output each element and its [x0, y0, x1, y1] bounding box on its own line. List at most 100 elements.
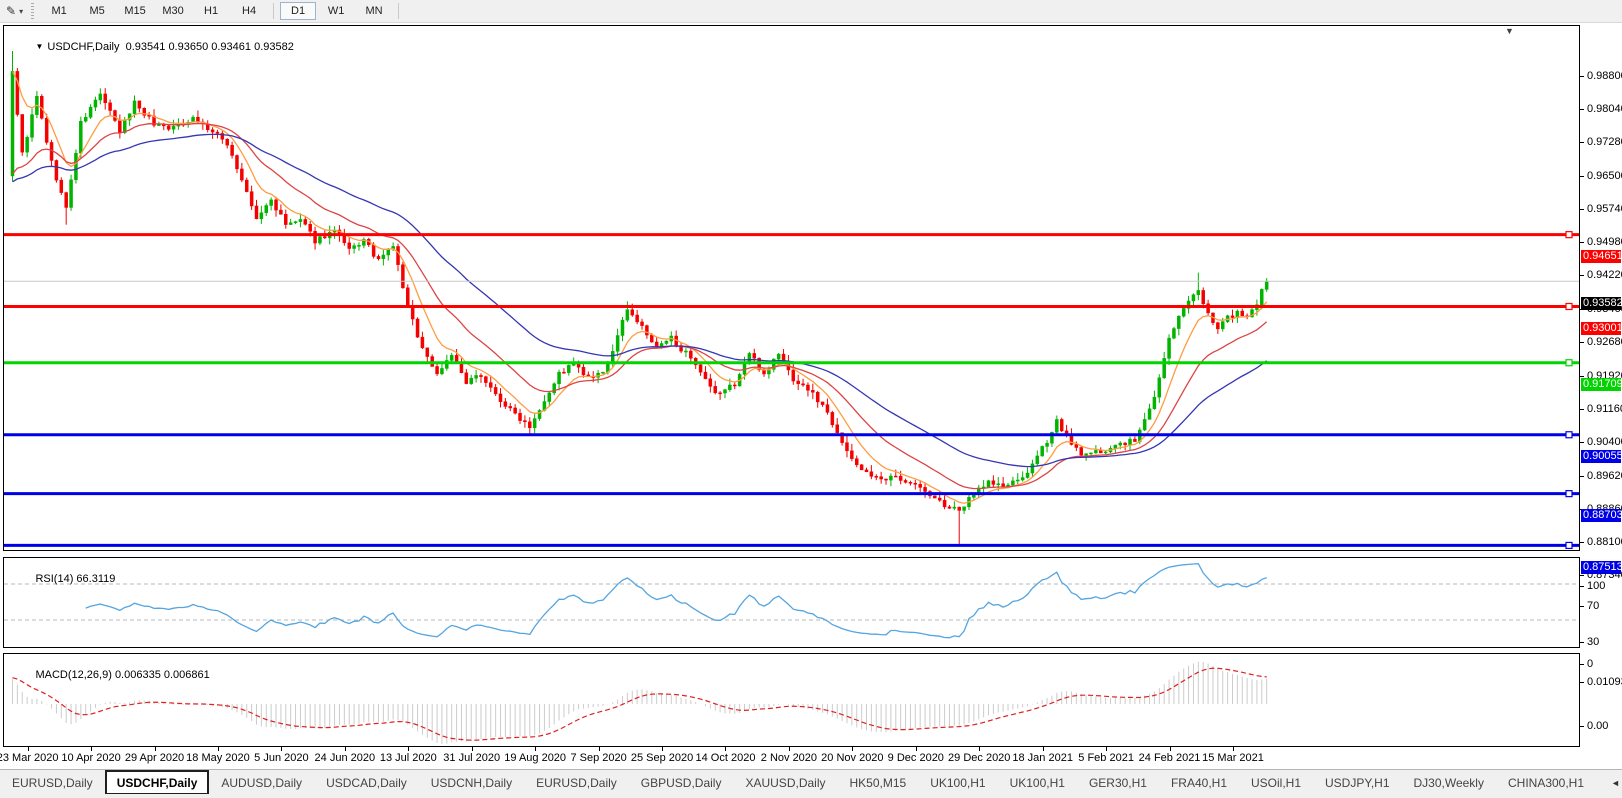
symbol-tab-eurusd-daily[interactable]: EURUSD,Daily — [536, 775, 617, 790]
date-label: 7 Sep 2020 — [570, 752, 627, 764]
cursor-tool-button[interactable]: ✎ ▾ — [0, 4, 27, 18]
rsi-tick — [1580, 586, 1584, 587]
date-tick — [979, 747, 981, 751]
date-label: 29 Dec 2020 — [948, 752, 1011, 764]
symbol-tab-gbpusd-daily[interactable]: GBPUSD,Daily — [640, 775, 722, 790]
rsi-chart[interactable] — [4, 558, 1579, 647]
macd-values: 0.006335 0.006861 — [114, 669, 210, 681]
date-tick — [1042, 747, 1044, 751]
tab-scroll-controls: ◄► — [1606, 770, 1622, 795]
symbol-tab-hk50-m15[interactable]: HK50,M15 — [849, 775, 907, 790]
rsi-name: RSI(14) — [35, 573, 74, 585]
date-tick — [281, 747, 283, 751]
rsi-tick — [1580, 606, 1584, 607]
date-tick — [662, 747, 664, 751]
level-price-badge: 0.91709 — [1581, 378, 1622, 392]
level-price-badge: 0.94651 — [1581, 250, 1622, 264]
date-label: 18 May 2020 — [186, 752, 250, 764]
date-label: 14 Oct 2020 — [695, 752, 756, 764]
timeframe-button-h1[interactable]: H1 — [204, 5, 219, 17]
chart-tab-bar: EURUSD,Daily USDCHF,Daily AUDUSD,Daily USDC… — [0, 769, 1622, 795]
timeframe-button-m1[interactable]: M1 — [51, 5, 67, 17]
macd-tick — [1580, 682, 1584, 683]
toolbar-separator — [398, 3, 400, 19]
date-tick — [535, 747, 537, 751]
candlestick-chart[interactable] — [4, 26, 1579, 550]
timeframe-button-m15[interactable]: M15 — [124, 5, 146, 17]
collapse-triangle-icon[interactable]: ▼ — [35, 42, 44, 51]
timeframe-button-mn[interactable]: MN — [365, 5, 383, 17]
rsi-scale-label: 100 — [1587, 580, 1606, 592]
macd-chart[interactable] — [4, 654, 1579, 746]
date-tick — [91, 747, 93, 751]
macd-indicator-panel[interactable]: MACD(12,26,9) 0.006335 0.006861 — [3, 653, 1580, 747]
symbol-tab-dj30-weekly[interactable]: DJ30,Weekly — [1413, 775, 1484, 790]
price-tick — [1580, 275, 1584, 277]
symbol-tab-usdcad-daily[interactable]: USDCAD,Daily — [326, 775, 407, 790]
rsi-label: RSI(14) 66.3119 — [11, 561, 115, 597]
date-tick — [344, 747, 346, 751]
price-tick — [1580, 574, 1584, 576]
bottom-strip — [0, 794, 1622, 798]
symbol-tab-fra40-h1[interactable]: FRA40,H1 — [1170, 775, 1227, 790]
toolbar-grip-handle[interactable] — [31, 3, 35, 19]
date-label: 10 Apr 2020 — [61, 752, 121, 764]
date-axis[interactable]: 23 Mar 2020 10 Apr 2020 29 Apr 2020 18 May … — [0, 747, 1622, 769]
symbol-tab-audusd-daily[interactable]: AUDUSD,Daily — [221, 775, 303, 790]
timeframe-button-d1[interactable]: D1 — [280, 2, 317, 20]
date-tick — [154, 747, 156, 751]
symbol-tab-xauusd-daily[interactable]: XAUUSD,Daily — [745, 775, 826, 790]
level-price-badge: 0.93001 — [1581, 321, 1622, 335]
symbol-tab-china300-h1[interactable]: CHINA300,H1 — [1507, 775, 1585, 790]
date-tick — [27, 747, 29, 751]
price-tick — [1580, 109, 1584, 111]
chart-title: ▼ USDCHF,Daily 0.93541 0.93650 0.93461 0.… — [11, 29, 294, 65]
price-tick — [1580, 76, 1584, 77]
price-tick — [1580, 541, 1584, 543]
rsi-tick — [1580, 664, 1584, 665]
macd-name: MACD(12,26,9) — [35, 669, 112, 681]
date-label: 25 Sep 2020 — [630, 752, 694, 764]
symbol-tab-usdjpy-h1[interactable]: USDJPY,H1 — [1325, 775, 1390, 790]
chart-window: ▼ USDCHF,Daily 0.93541 0.93650 0.93461 0.… — [0, 23, 1622, 770]
date-label: 24 Feb 2021 — [1138, 752, 1201, 764]
toolbar-separator — [273, 3, 275, 19]
timeframe-button-h4[interactable]: H4 — [242, 5, 257, 17]
symbol-period-label: USDCHF,Daily — [47, 41, 120, 53]
symbol-tab-usdchf-daily[interactable]: USDCHF,Daily — [104, 770, 210, 795]
price-tick — [1580, 475, 1584, 477]
date-tick — [1169, 747, 1171, 751]
ohlc-values: 0.93541 0.93650 0.93461 0.93582 — [125, 41, 294, 53]
rsi-indicator-panel[interactable]: RSI(14) 66.3119 — [3, 557, 1580, 648]
date-label: 20 Nov 2020 — [821, 752, 884, 764]
timeframe-button-m5[interactable]: M5 — [89, 5, 105, 17]
price-tick — [1580, 342, 1584, 344]
macd-scale-label: 0.00 — [1587, 720, 1609, 732]
price-chart-panel[interactable]: ▼ USDCHF,Daily 0.93541 0.93650 0.93461 0.… — [3, 25, 1580, 551]
symbol-tab-usdcnh-daily[interactable]: USDCNH,Daily — [430, 775, 513, 790]
price-tick — [1580, 375, 1584, 377]
price-tick — [1580, 176, 1584, 178]
timeframe-button-w1[interactable]: W1 — [327, 5, 345, 17]
date-label: 19 Aug 2020 — [504, 752, 567, 764]
tab-scroll-left-icon[interactable]: ◄ — [1611, 777, 1620, 788]
symbol-tab-uk100-h1[interactable]: UK100,H1 — [930, 775, 986, 790]
price-tick — [1580, 242, 1584, 244]
timeframe-buttons: M1 M5 M15 M30 H1 H4 D1 W1 MN — [40, 2, 404, 20]
symbol-tab-ger30-h1[interactable]: GER30,H1 — [1088, 775, 1147, 790]
chart-shift-marker-icon[interactable]: ▼ — [1505, 26, 1514, 36]
price-tick — [1580, 142, 1584, 144]
symbol-tab-uk100-h1[interactable]: UK100,H1 — [1009, 775, 1065, 790]
symbol-tab-usoil-h1[interactable]: USOil,H1 — [1251, 775, 1302, 790]
symbol-tab-eurusd-daily[interactable]: EURUSD,Daily — [12, 775, 93, 790]
timeframe-button-m30[interactable]: M30 — [162, 5, 184, 17]
pencil-cursor-icon: ✎ — [6, 4, 17, 18]
